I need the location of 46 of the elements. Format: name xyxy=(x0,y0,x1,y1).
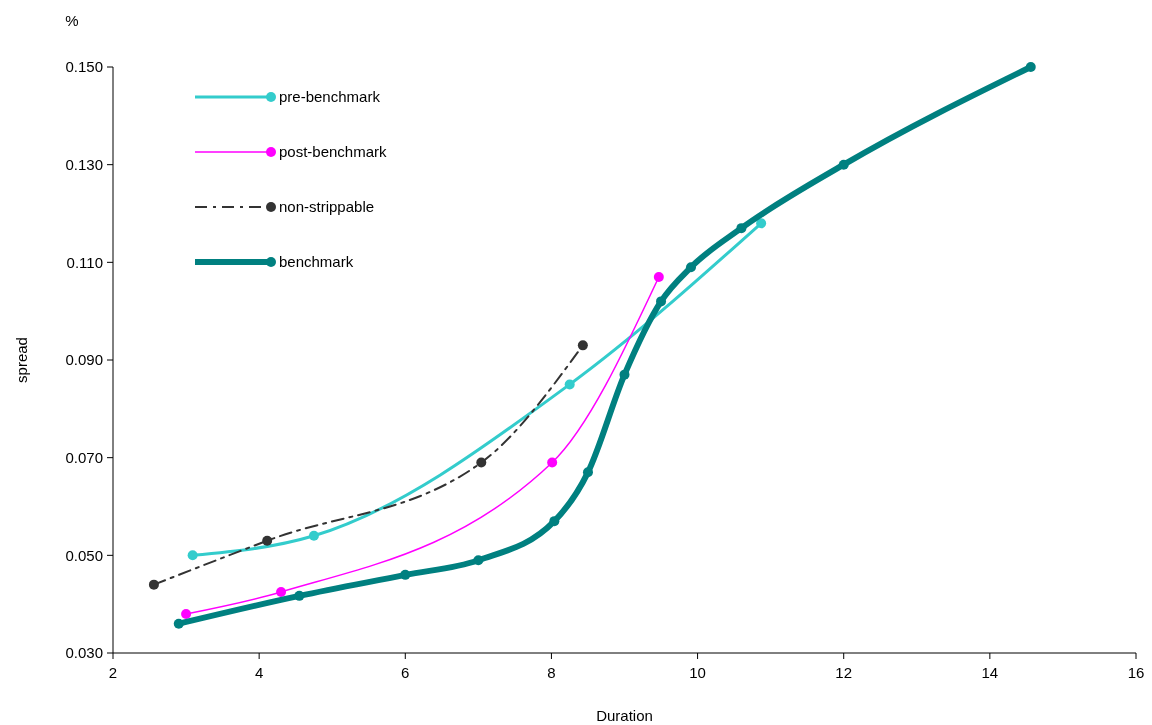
point xyxy=(276,586,287,597)
x-tick-label: 14 xyxy=(981,664,999,681)
x-tick-label: 6 xyxy=(401,664,410,681)
point xyxy=(294,590,305,601)
y-axis-title: spread xyxy=(13,337,30,383)
x-tick-label: 10 xyxy=(689,664,706,681)
x-axis-title: Duration xyxy=(596,707,653,724)
point xyxy=(148,579,159,590)
point xyxy=(577,340,588,351)
x-tick-label: 4 xyxy=(254,664,264,681)
x-tick-label: 8 xyxy=(547,664,556,681)
x-tick-label: 2 xyxy=(108,664,118,681)
point xyxy=(838,159,849,170)
point xyxy=(549,516,560,527)
x-tick-label: 12 xyxy=(835,664,853,681)
point xyxy=(476,457,487,468)
y-tick-label: 0.150 xyxy=(65,58,103,76)
point xyxy=(400,569,411,580)
legend-label: post-benchmark xyxy=(279,143,388,160)
point xyxy=(564,379,575,390)
point xyxy=(656,296,667,307)
text: % xyxy=(65,12,79,29)
point xyxy=(736,223,747,234)
point xyxy=(473,555,484,566)
point xyxy=(547,457,558,468)
point xyxy=(653,271,664,282)
point xyxy=(308,530,319,541)
legend-label: pre-benchmark xyxy=(279,88,381,105)
y-tick-label: 0.130 xyxy=(65,155,103,173)
point xyxy=(756,218,767,229)
point xyxy=(1025,62,1036,72)
x-tick-label: 16 xyxy=(1127,664,1145,681)
legend-label: benchmark xyxy=(279,253,354,270)
y-tick-label: 0.090 xyxy=(65,351,103,369)
point xyxy=(173,618,184,629)
legend-label: non-strippable xyxy=(279,198,375,215)
y-tick-label: 0.050 xyxy=(65,546,103,564)
point xyxy=(181,608,192,619)
y-tick-label: 0.070 xyxy=(65,448,103,466)
y-tick-label: 0.030 xyxy=(65,644,103,662)
point xyxy=(262,535,273,546)
y-tick-label: 0.110 xyxy=(66,253,103,271)
point xyxy=(187,550,198,561)
point xyxy=(582,467,593,478)
point xyxy=(619,369,630,380)
point xyxy=(686,262,696,273)
